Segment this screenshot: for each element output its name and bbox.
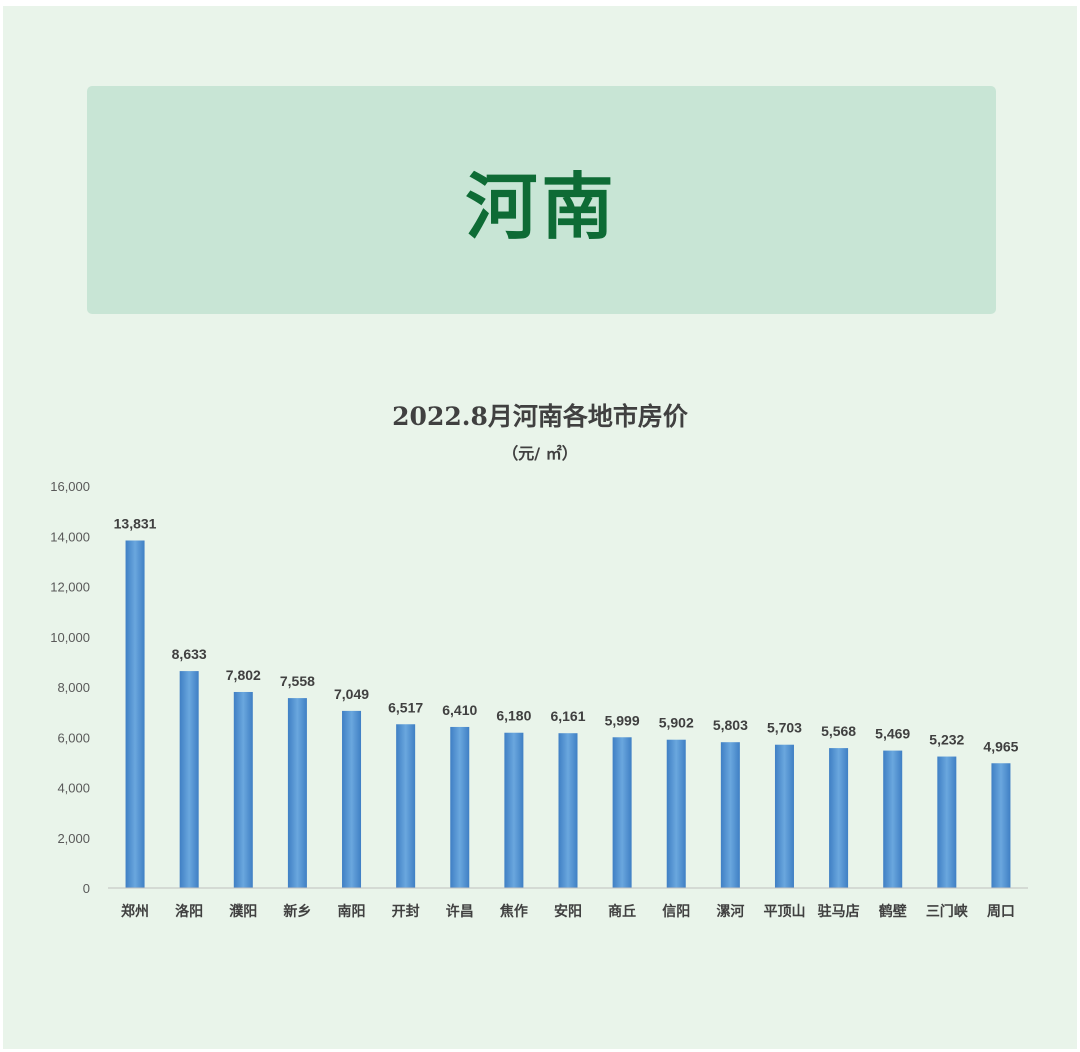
category-label: 商丘 [608, 903, 636, 920]
bar [504, 732, 524, 888]
bar [450, 726, 470, 888]
category-label: 许昌 [446, 903, 474, 920]
data-label: 5,703 [767, 720, 802, 736]
data-label: 7,049 [334, 686, 369, 702]
data-label: 5,999 [605, 712, 640, 728]
category-label: 开封 [392, 903, 420, 920]
category-label: 鹤壁 [879, 903, 907, 920]
bar [991, 763, 1011, 888]
title-banner: 河南 [87, 86, 996, 314]
data-label: 5,568 [821, 723, 856, 739]
data-label: 6,161 [550, 708, 585, 724]
bar [287, 698, 307, 888]
category-label: 新乡 [283, 903, 311, 920]
bar [342, 710, 362, 888]
chart-subtitle: （元/ ㎡） [502, 444, 578, 463]
category-label: 驻马店 [818, 903, 860, 920]
bar [233, 691, 253, 888]
data-label: 7,802 [226, 667, 261, 683]
y-tick-label: 16,000 [50, 479, 90, 494]
y-tick-label: 12,000 [50, 580, 90, 595]
category-label: 信阳 [662, 903, 690, 920]
category-label: 漯河 [716, 903, 744, 920]
bar [666, 739, 686, 888]
data-label: 4,965 [983, 738, 1018, 754]
y-tick-label: 2,000 [57, 831, 90, 846]
y-tick-label: 4,000 [57, 781, 90, 796]
category-label: 安阳 [554, 903, 582, 920]
x-axis: 郑州 洛阳 濮阳 新乡 南阳 开封 许昌 焦作 安阳 商丘 信阳 漯河 平顶山 驻马店 鹤壁 三门峡 周口 [108, 887, 1028, 920]
category-label: 周口 [987, 904, 1015, 920]
bar [612, 737, 632, 888]
y-tick-label: 14,000 [50, 529, 90, 544]
y-tick-label: 8,000 [57, 680, 90, 695]
data-label: 6,410 [442, 702, 477, 718]
y-axis: 0 2,000 4,000 6,000 8,000 10,000 12,000 14,000 1… [50, 479, 90, 896]
data-label: 5,469 [875, 726, 910, 742]
data-label: 5,803 [713, 717, 748, 733]
bar [125, 540, 145, 888]
data-label: 5,902 [659, 715, 694, 731]
bar-series: 13,831 8,633 7,802 7,558 7,049 6,517 6,410 6,18… [114, 515, 1019, 888]
data-label: 7,558 [280, 673, 315, 689]
category-label: 三门峡 [926, 903, 969, 920]
category-label: 南阳 [338, 903, 366, 920]
bar [774, 744, 794, 888]
chart-title: 2022.8月河南各地市房价 [392, 402, 688, 431]
y-tick-label: 10,000 [50, 630, 90, 645]
y-tick-label: 0 [83, 881, 90, 896]
data-label: 8,633 [172, 646, 207, 662]
category-label: 洛阳 [175, 903, 203, 920]
category-label: 平顶山 [763, 904, 805, 920]
data-label: 6,180 [496, 708, 531, 724]
category-label: 濮阳 [229, 903, 257, 920]
bar [883, 750, 903, 888]
bar [179, 671, 199, 888]
y-tick-label: 6,000 [57, 730, 90, 745]
bar [396, 724, 416, 888]
data-label: 5,232 [929, 732, 964, 748]
category-label: 郑州 [121, 903, 149, 920]
bar [558, 733, 578, 888]
banner-title: 河南 [465, 164, 618, 249]
category-label: 焦作 [499, 903, 528, 920]
bar [937, 756, 957, 888]
data-label: 6,517 [388, 699, 423, 715]
data-label: 13,831 [114, 515, 157, 531]
bar [829, 748, 849, 888]
bar [720, 742, 740, 888]
